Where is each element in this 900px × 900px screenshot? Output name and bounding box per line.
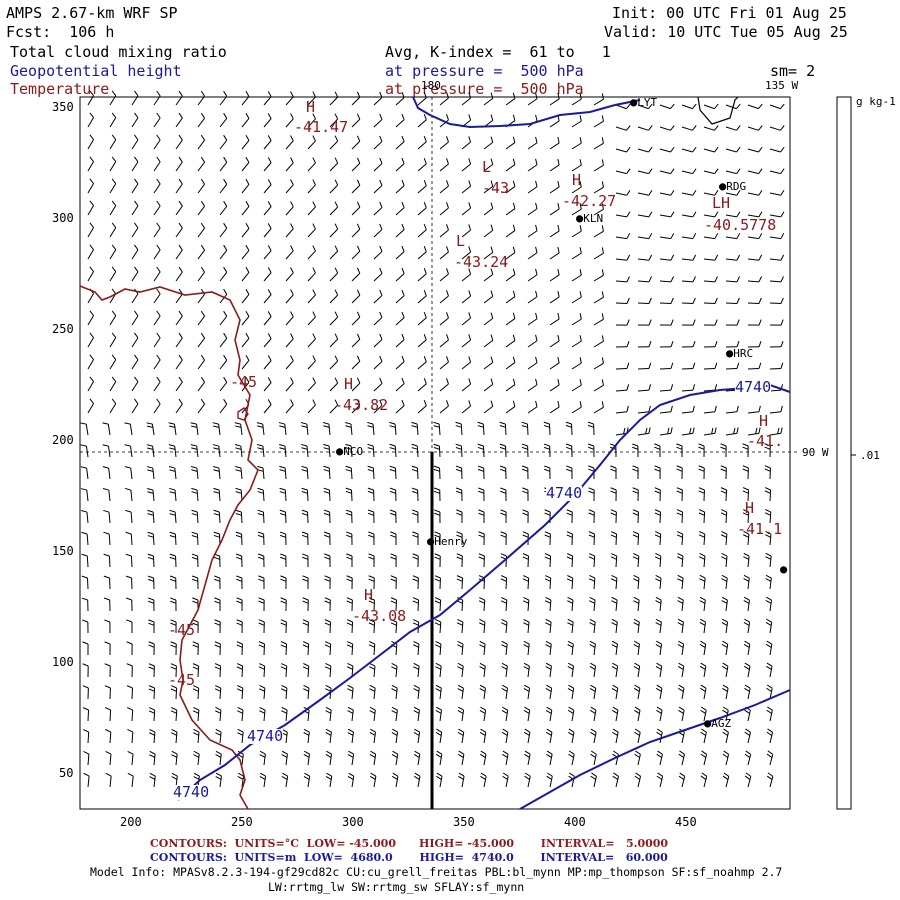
field-temperature: Temperature [10, 80, 110, 98]
coastline [697, 96, 739, 125]
station-lyt: ●LYT [630, 95, 658, 109]
plot-frame [79, 96, 791, 810]
height-contour-label: 4740 [735, 378, 772, 396]
extremum-value: -43 [482, 179, 510, 197]
extremum-type: H [306, 98, 316, 116]
temperature-closed-contour [237, 407, 249, 421]
pressure-height: at pressure = 500 hPa [385, 62, 584, 80]
model-info: Model Info: MPASv8.2.3-194-gf29cd82c CU:… [90, 865, 783, 879]
x-tick: 450 [675, 815, 697, 829]
meridian-90w-label: 90 W [802, 446, 829, 459]
x-tick: 400 [564, 815, 586, 829]
k-index-range: Avg, K-index = 61 to 1 [385, 43, 611, 61]
y-tick: 250 [52, 322, 74, 336]
extremum-type: H [364, 586, 374, 604]
extremum-value: -42.27 [562, 192, 617, 210]
extremum-value: -40.5778 [704, 216, 777, 234]
extremum-type: L [456, 232, 466, 250]
extremum-value: -41.1 [737, 520, 783, 538]
smoothing-label: sm= 2 [770, 62, 816, 80]
forecast-hour: Fcst: 106 h [6, 23, 115, 41]
station-agz: ●AGZ [704, 716, 732, 730]
extremum-type: H [759, 412, 769, 430]
extremum-value: -43.08 [352, 607, 407, 625]
valid-time: Valid: 10 UTC Tue 05 Aug 25 [604, 23, 848, 41]
extremum-type: H [572, 171, 582, 189]
height-contour-label: 4740 [546, 484, 583, 502]
station-unnamed: ● [780, 562, 788, 576]
height-contour-label: 4740 [247, 727, 284, 745]
y-tick: 50 [59, 766, 74, 780]
temperature-contour-label: -45 [168, 671, 196, 689]
x-tick: 350 [453, 815, 475, 829]
pressure-temperature: at pressure = 500 hPa [385, 80, 584, 98]
model-info-2: LW:rrtmg_lw SW:rrtmg_sw SFLAY:sf_mynn [268, 880, 525, 894]
extremum-type: H [344, 375, 354, 393]
station-rdg: ●RDG [719, 179, 747, 193]
y-tick: 200 [52, 433, 74, 447]
extremum-type: L [482, 158, 492, 176]
y-tick: 100 [52, 655, 74, 669]
wind-barbs [80, 90, 785, 788]
y-tick: 300 [52, 211, 74, 225]
height-contour-label: 4740 [173, 783, 210, 801]
station-henry: ●Henry [427, 534, 468, 548]
colorbar-units: g kg-1 [856, 95, 896, 108]
extremum-type: H [745, 499, 755, 517]
station-hrc: ●HRC [726, 346, 754, 360]
colorbar [836, 96, 852, 810]
meridian-135w-label: 135 W [765, 79, 799, 92]
temperature-contour-info: CONTOURS: UNITS=°C LOW= -45.000 HIGH= -4… [150, 837, 669, 850]
extremum-value: -43.24 [454, 253, 509, 271]
model-title: AMPS 2.67-km WRF SP [6, 4, 178, 22]
extremum-value: -41.47 [294, 118, 349, 136]
x-tick: 250 [231, 815, 253, 829]
temperature-contour-label: -45 [168, 621, 196, 639]
field-height: Geopotential height [10, 62, 182, 80]
extremum-value: -43.82 [334, 396, 389, 414]
y-tick: 350 [52, 100, 74, 114]
station-kln: ●KLN [576, 211, 604, 225]
height-contour-bottom [519, 689, 791, 810]
temperature-contour-label: -45 [230, 373, 258, 391]
field-cloud: Total cloud mixing ratio [10, 43, 227, 61]
colorbar-tick-label: .01 [860, 449, 880, 462]
station-nco: ●NCO [336, 444, 364, 458]
init-time: Init: 00 UTC Fri 01 Aug 25 [612, 4, 847, 22]
x-tick: 300 [342, 815, 364, 829]
x-tick: 200 [120, 815, 142, 829]
height-contour-top [412, 96, 641, 129]
height-contour-info: CONTOURS: UNITS=m LOW= 4680.0 HIGH= 4740… [150, 851, 668, 864]
extremum-type: LH [712, 194, 731, 212]
y-tick: 150 [52, 544, 74, 558]
temperature-contour [79, 285, 259, 810]
meridian-180-label: 180 [421, 79, 441, 92]
extremum-value: -41. [747, 432, 784, 450]
